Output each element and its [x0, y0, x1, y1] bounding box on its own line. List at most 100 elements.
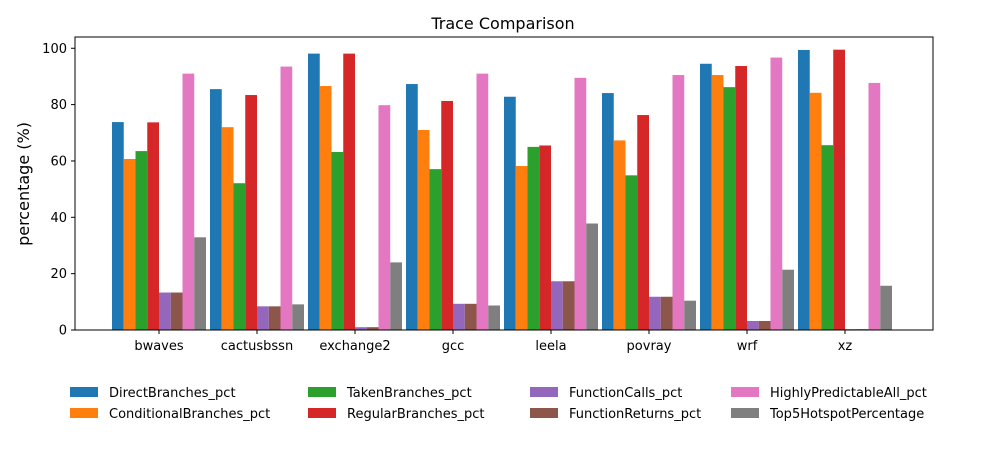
bar-HighlyPredictableAll_pct-leela [574, 77, 587, 330]
bar-ConditionalBranches_pct-xz [809, 92, 822, 330]
bar-TakenBranches_pct-exchange2 [331, 151, 344, 330]
legend-swatch [731, 408, 759, 418]
bar-HighlyPredictableAll_pct-povray [672, 75, 685, 330]
bar-Top5HotspotPercentage-cactusbssn [292, 304, 304, 330]
x-tick-label: wrf [737, 339, 758, 354]
bar-HighlyPredictableAll_pct-xz [868, 82, 881, 330]
y-tick-label: 60 [50, 154, 67, 169]
bar-RegularBranches_pct-gcc [441, 100, 453, 330]
x-tick-label: leela [535, 339, 566, 354]
bar-FunctionCalls_pct-gcc [453, 303, 465, 330]
y-tick-label: 0 [59, 324, 67, 339]
legend-swatch [731, 387, 759, 397]
bar-HighlyPredictableAll_pct-gcc [476, 73, 489, 331]
legend-label: FunctionReturns_pct [569, 407, 701, 422]
legend: DirectBranches_pct ConditionalBranches_pc… [70, 386, 927, 422]
bar-HighlyPredictableAll_pct-bwaves [182, 73, 195, 331]
legend-swatch [308, 408, 336, 418]
y-tick-label: 100 [42, 42, 67, 57]
bar-DirectBranches_pct-leela [504, 96, 516, 330]
bar-Top5HotspotPercentage-povray [684, 300, 696, 330]
series-DirectBranches_pct [112, 49, 810, 331]
plot-area: 0 20 40 60 80 100 bwaves cactusbssn exchange2 gcc… [42, 36, 934, 354]
legend-swatch [70, 387, 98, 397]
bar-RegularBranches_pct-cactusbssn [245, 95, 257, 330]
bar-TakenBranches_pct-bwaves [135, 151, 148, 330]
bar-Top5HotspotPercentage-xz [880, 285, 892, 330]
bar-HighlyPredictableAll_pct-cactusbssn [280, 66, 293, 330]
x-tick-label: exchange2 [319, 339, 390, 354]
bar-HighlyPredictableAll_pct-wrf [770, 57, 783, 330]
bar-ConditionalBranches_pct-exchange2 [319, 86, 332, 331]
legend-item-ConditionalBranches_pct: ConditionalBranches_pct [70, 407, 270, 422]
legend-label: HighlyPredictableAll_pct [770, 386, 927, 401]
bar-DirectBranches_pct-exchange2 [308, 53, 320, 331]
bar-TakenBranches_pct-leela [527, 146, 540, 331]
chart-title: Trace Comparison [430, 14, 574, 33]
x-tick-label: cactusbssn [221, 339, 293, 354]
bar-DirectBranches_pct-bwaves [112, 122, 124, 330]
bar-Top5HotspotPercentage-gcc [488, 305, 500, 330]
legend-label: TakenBranches_pct [346, 386, 472, 401]
bar-Top5HotspotPercentage-leela [586, 223, 598, 330]
bar-FunctionReturns_pct-wrf [758, 320, 771, 330]
bar-DirectBranches_pct-gcc [406, 84, 418, 330]
axes-frame [74, 36, 934, 331]
bar-RegularBranches_pct-xz [833, 49, 845, 331]
bar-FunctionReturns_pct-bwaves [170, 292, 183, 330]
bar-DirectBranches_pct-wrf [700, 63, 712, 330]
x-tick-label: gcc [442, 339, 465, 354]
legend-swatch [70, 408, 98, 418]
legend-label: DirectBranches_pct [109, 386, 236, 401]
bar-TakenBranches_pct-cactusbssn [233, 183, 246, 330]
y-tick-label: 20 [50, 267, 67, 282]
legend-item-TakenBranches_pct: TakenBranches_pct [308, 386, 472, 401]
bar-FunctionReturns_pct-cactusbssn [268, 306, 281, 330]
y-axis-title: percentage (%) [14, 122, 33, 246]
series-RegularBranches_pct [147, 49, 845, 331]
x-tick-label: povray [627, 339, 672, 354]
series-Top5HotspotPercentage [194, 223, 892, 330]
legend-item-FunctionReturns_pct: FunctionReturns_pct [530, 407, 701, 422]
legend-swatch [530, 408, 558, 418]
legend-label: ConditionalBranches_pct [109, 407, 270, 422]
bar-TakenBranches_pct-xz [821, 145, 834, 330]
bar-RegularBranches_pct-exchange2 [343, 53, 355, 331]
bar-HighlyPredictableAll_pct-exchange2 [378, 105, 391, 331]
legend-item-FunctionCalls_pct: FunctionCalls_pct [530, 386, 682, 401]
legend-item-RegularBranches_pct: RegularBranches_pct [308, 407, 484, 422]
bar-FunctionCalls_pct-leela [551, 281, 563, 330]
bar-TakenBranches_pct-gcc [429, 169, 442, 330]
bar-ConditionalBranches_pct-leela [515, 166, 528, 330]
bar-Top5HotspotPercentage-exchange2 [390, 262, 402, 330]
bar-FunctionCalls_pct-cactusbssn [257, 306, 269, 330]
bar-Top5HotspotPercentage-wrf [782, 269, 794, 330]
bar-TakenBranches_pct-povray [625, 175, 638, 330]
legend-label: FunctionCalls_pct [569, 386, 682, 401]
bar-FunctionCalls_pct-bwaves [159, 292, 171, 330]
legend-swatch [530, 387, 558, 397]
bar-DirectBranches_pct-povray [602, 93, 614, 330]
bar-RegularBranches_pct-bwaves [147, 122, 159, 330]
legend-swatch [308, 387, 336, 397]
bar-DirectBranches_pct-xz [798, 49, 810, 331]
bar-FunctionReturns_pct-leela [562, 281, 575, 330]
bar-ConditionalBranches_pct-bwaves [123, 158, 136, 330]
bar-FunctionReturns_pct-povray [660, 296, 673, 330]
bar-TakenBranches_pct-wrf [723, 87, 736, 331]
x-tick-label: xz [838, 339, 853, 354]
bar-RegularBranches_pct-wrf [735, 66, 747, 331]
bar-ConditionalBranches_pct-povray [613, 140, 626, 330]
y-tick-label: 40 [50, 211, 67, 226]
bar-Top5HotspotPercentage-bwaves [194, 237, 206, 330]
series-HighlyPredictableAll_pct [182, 57, 881, 331]
y-tick-label: 80 [50, 98, 67, 113]
legend-item-HighlyPredictableAll_pct: HighlyPredictableAll_pct [731, 386, 927, 401]
bar-FunctionCalls_pct-wrf [747, 320, 759, 330]
legend-label: RegularBranches_pct [347, 407, 484, 422]
x-tick-label: bwaves [134, 339, 184, 354]
bar-ConditionalBranches_pct-gcc [417, 129, 430, 330]
legend-item-Top5HotspotPercentage: Top5HotspotPercentage [731, 407, 924, 422]
bar-DirectBranches_pct-cactusbssn [210, 89, 222, 331]
bar-RegularBranches_pct-povray [637, 115, 649, 330]
